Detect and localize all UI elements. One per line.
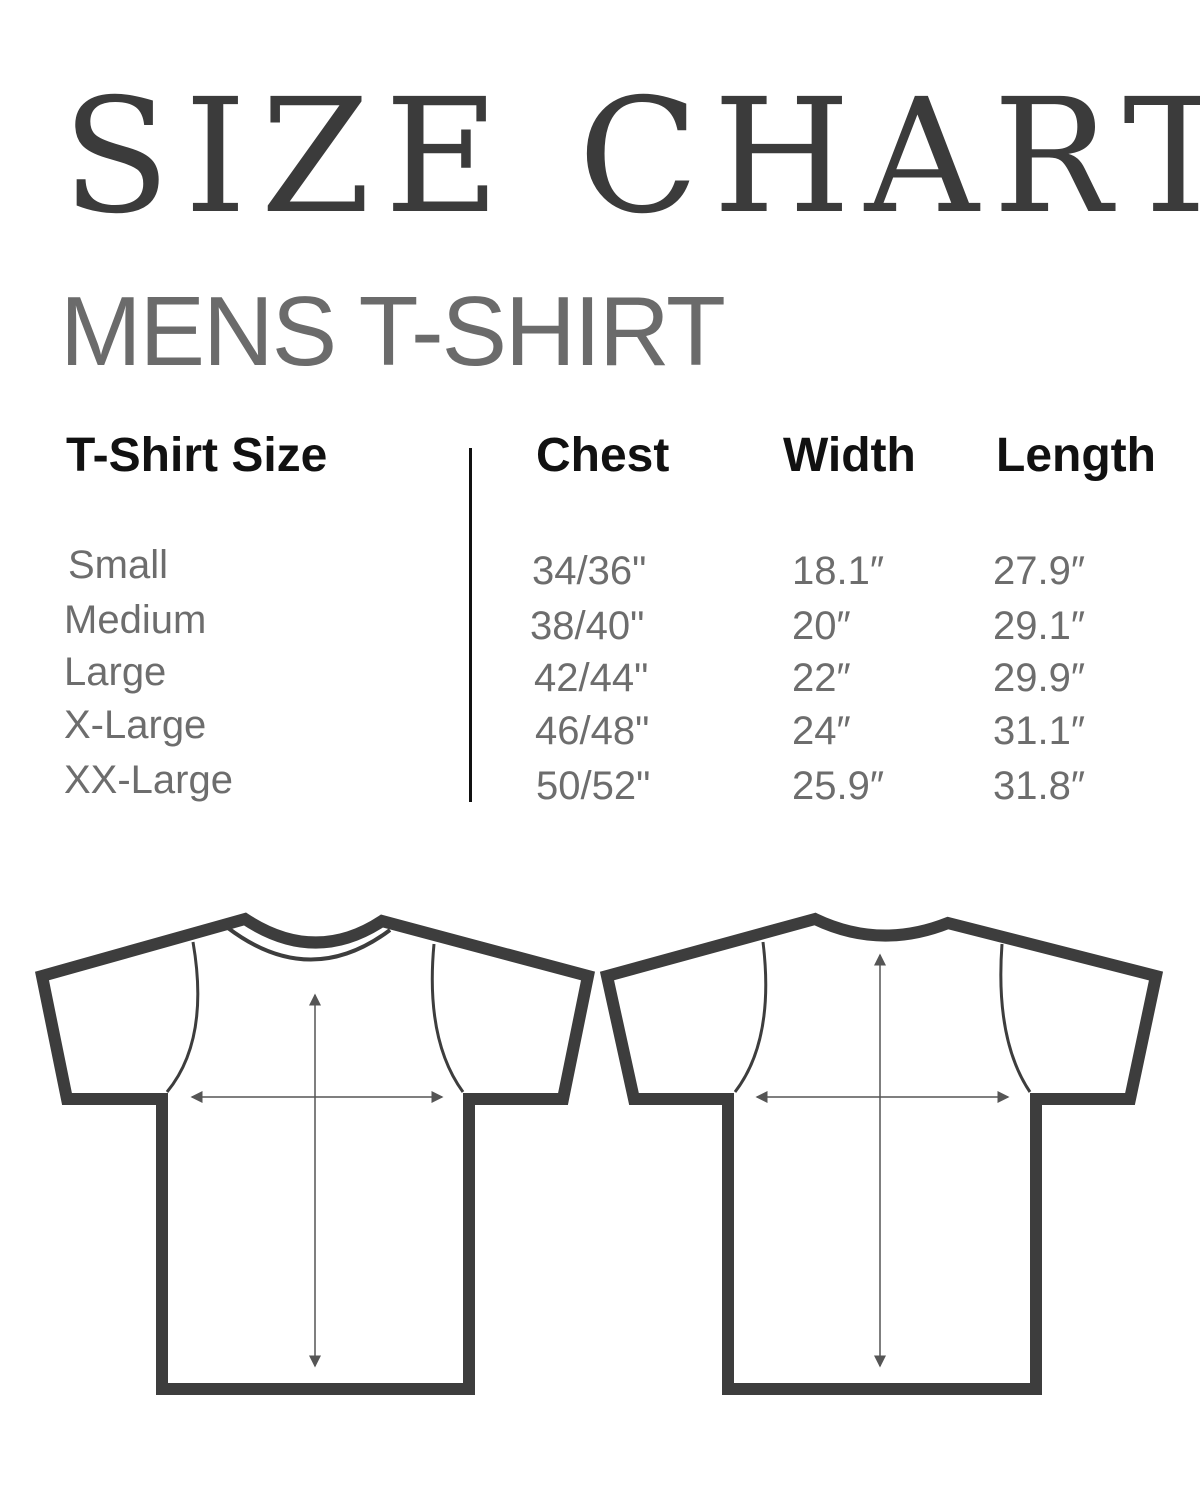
cell-size: XX-Large <box>64 758 233 802</box>
cell-width: 24″ <box>792 709 851 753</box>
page-title: SIZE CHART <box>62 65 1200 249</box>
cell-chest: 42/44" <box>534 656 649 700</box>
cell-size: Medium <box>64 598 207 642</box>
cell-length: 27.9″ <box>993 549 1086 593</box>
cell-width: 22″ <box>792 656 851 700</box>
header-size: T-Shirt Size <box>66 429 328 482</box>
cell-width: 18.1″ <box>792 549 885 593</box>
cell-size: Large <box>64 650 167 694</box>
cell-chest: 50/52" <box>536 764 651 808</box>
cell-length: 31.8″ <box>993 764 1086 808</box>
column-divider <box>469 448 472 802</box>
page-subtitle: MENS T-SHIRT <box>60 276 726 386</box>
header-width: Width <box>783 429 916 482</box>
cell-length: 29.9″ <box>993 656 1086 700</box>
header-chest: Chest <box>536 429 670 482</box>
cell-chest: 34/36" <box>532 549 647 593</box>
cell-width: 25.9″ <box>792 764 885 808</box>
cell-chest: 38/40" <box>530 604 645 648</box>
t-shirt-front-icon <box>35 912 596 1395</box>
cell-chest: 46/48" <box>535 709 650 753</box>
t-shirt-back-icon <box>599 912 1164 1395</box>
cell-width: 20″ <box>792 604 851 648</box>
cell-size: X-Large <box>64 703 207 747</box>
cell-length: 31.1″ <box>993 709 1086 753</box>
cell-length: 29.1″ <box>993 604 1086 648</box>
header-length: Length <box>996 429 1156 482</box>
cell-size: Small <box>68 543 169 587</box>
